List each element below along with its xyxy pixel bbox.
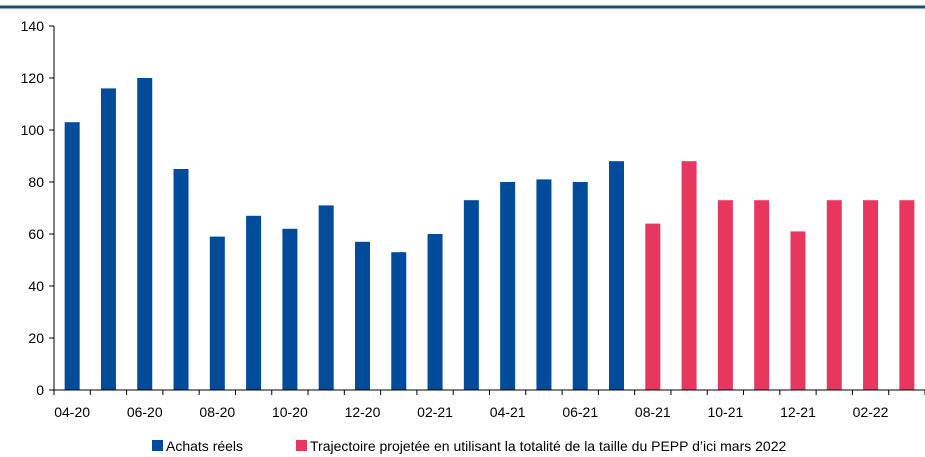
legend: Achats réels Trajectoire projetée en util…	[152, 438, 786, 454]
bar-series-1-01-21	[391, 252, 407, 390]
bar-series-1-10-20	[282, 228, 298, 390]
bar-series-1-04-20	[64, 122, 80, 390]
legend-label-series-1: Achats réels	[166, 438, 243, 454]
bar-series-1-11-20	[318, 205, 334, 390]
axes-lines	[53, 26, 925, 391]
bar-series-2-10-21	[717, 200, 733, 390]
bar-series-1-06-20	[137, 78, 153, 390]
y-tick-label: 60	[28, 226, 44, 242]
legend-swatch-series-2	[296, 440, 307, 451]
bar-series-2-02-22	[863, 200, 879, 390]
y-axis: 0 20 40 60 80 100 120 140	[21, 18, 54, 398]
x-tick-label: 06-21	[562, 404, 598, 420]
bar-series-1-05-20	[100, 88, 116, 391]
bar-series-1-12-20	[354, 241, 370, 390]
bar-series-1-08-20	[209, 236, 225, 390]
bar-series-2-11-21	[754, 200, 770, 390]
y-tick-label: 20	[28, 330, 44, 346]
x-tick-label: 02-22	[853, 404, 889, 420]
x-tick-label: 12-21	[780, 404, 816, 420]
bar-series-2-08-21	[645, 223, 661, 390]
x-tick-label: 04-21	[490, 404, 526, 420]
y-tick-label: 0	[36, 382, 44, 398]
y-tick-label: 140	[21, 18, 45, 34]
bar-series-2-01-22	[826, 200, 842, 390]
legend-label-series-2: Trajectoire projetée en utilisant la tot…	[310, 438, 786, 454]
bar-series-1-07-21	[609, 161, 625, 390]
y-tick-label: 80	[28, 174, 44, 190]
y-tick-label: 40	[28, 278, 44, 294]
bar-series-1-06-21	[572, 182, 588, 390]
x-tick-label: 10-21	[707, 404, 743, 420]
x-tick-label: 10-20	[272, 404, 308, 420]
legend-swatch-series-1	[152, 440, 163, 451]
x-tick-label: 02-21	[417, 404, 453, 420]
bar-series-1-02-21	[427, 234, 443, 390]
x-tick-label: 12-20	[345, 404, 381, 420]
x-tick-label: 08-20	[199, 404, 235, 420]
bar-series-2-03-22	[899, 200, 915, 390]
bars	[64, 78, 915, 391]
bar-series-2-12-21	[790, 231, 806, 390]
bar-series-2-09-21	[681, 161, 697, 390]
x-tick-label: 08-21	[635, 404, 671, 420]
y-tick-label: 120	[21, 70, 45, 86]
bar-series-1-03-21	[463, 200, 479, 390]
bar-series-1-05-21	[536, 179, 552, 390]
bar-series-1-09-20	[246, 215, 262, 390]
x-tick-label: 06-20	[127, 404, 163, 420]
bar-series-1-07-20	[173, 169, 189, 390]
bar-series-1-04-21	[500, 182, 516, 390]
y-tick-label: 100	[21, 122, 45, 138]
x-tick-label: 04-20	[54, 404, 90, 420]
x-axis: 04-20 06-20 08-20 10-20 12-20 02-21 04-21 06-21…	[53, 390, 925, 420]
